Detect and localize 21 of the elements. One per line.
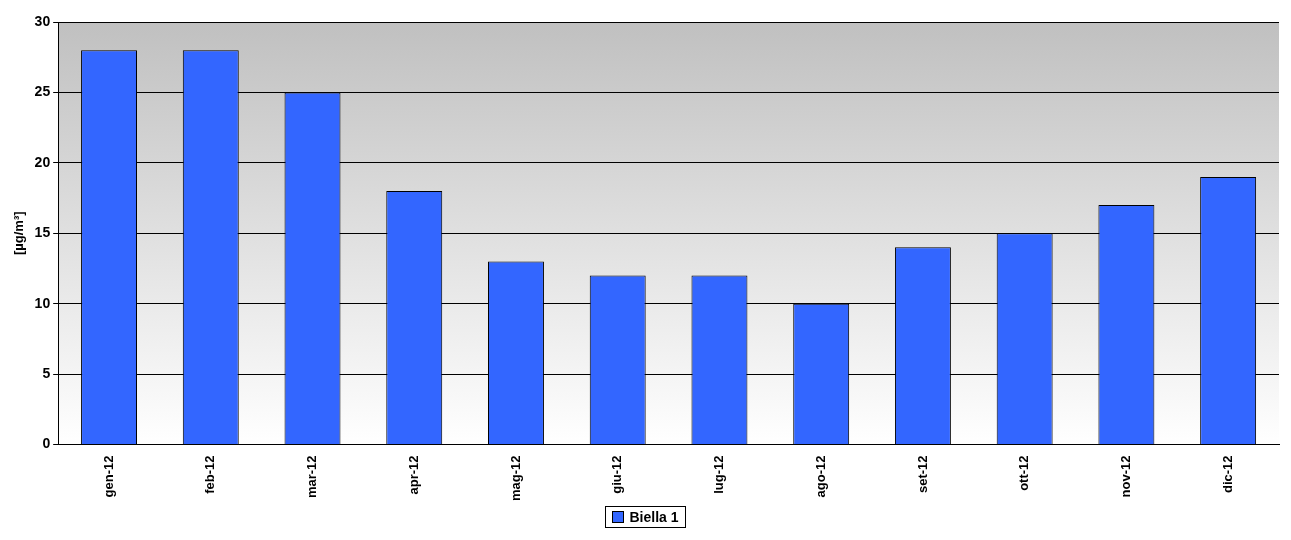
y-tick-label: 0 xyxy=(42,435,51,452)
x-tick-label: mag-12 xyxy=(507,455,523,502)
y-tick-label: 20 xyxy=(34,153,51,170)
x-tick-label: apr-12 xyxy=(405,455,421,495)
x-tick-label: dic-12 xyxy=(1219,455,1235,494)
y-tick-label: 30 xyxy=(34,12,51,29)
x-tick-label: feb-12 xyxy=(202,455,218,494)
y-tick-label: 25 xyxy=(34,83,51,100)
text: Biella 1 xyxy=(629,509,679,525)
y-tick-label: 15 xyxy=(34,224,51,241)
x-tick-label: ott-12 xyxy=(1016,455,1032,491)
y-tick-label: 10 xyxy=(34,294,51,311)
x-tick-label: mar-12 xyxy=(304,455,320,499)
y-axis-title: [µg/m³] xyxy=(11,211,27,256)
x-tick-label: set-12 xyxy=(914,455,930,494)
x-tick-label: lug-12 xyxy=(711,455,727,494)
y-tick-label: 5 xyxy=(42,364,51,381)
x-tick-label: gen-12 xyxy=(100,455,116,498)
x-tick-label: giu-12 xyxy=(609,455,625,494)
x-tick-label: nov-12 xyxy=(1117,455,1133,498)
x-tick-label: ago-12 xyxy=(812,455,828,498)
